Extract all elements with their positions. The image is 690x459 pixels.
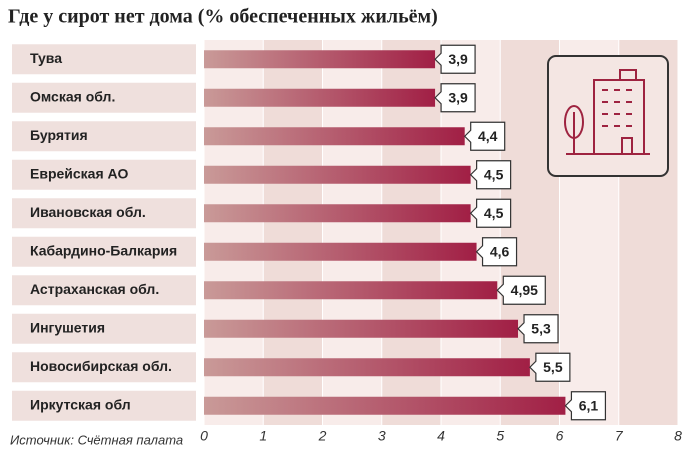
y-tick-label: Кабардино-Балкария [30,242,177,258]
value-label: 3,9 [448,51,468,67]
label-box [434,83,476,113]
label-box [463,121,506,151]
y-tick-label: Новосибирская обл. [30,358,172,374]
source: Источник: Счётная палата [10,432,183,447]
label-box [469,198,512,228]
y-tick-label: Иркутская обл [30,396,131,412]
value-label: 5,3 [531,320,551,336]
y-tick-label: Астраханская обл. [30,281,159,297]
x-tick-label: 2 [318,428,327,444]
y-tick-label: Еврейская АО [30,165,128,181]
x-tick-label: 6 [556,428,564,444]
x-tick-label: 5 [496,428,504,444]
x-tick-label: 1 [259,428,267,444]
value-label: 6,1 [579,397,599,413]
label-box [517,314,559,344]
value-label: 4,4 [478,128,498,144]
label-box [434,44,476,74]
x-tick-label: 0 [200,428,208,444]
x-tick-label: 4 [437,428,445,444]
label-box [475,237,518,267]
bar [204,281,498,300]
value-label: 5,5 [543,359,563,375]
value-label: 4,5 [484,205,504,221]
bar [204,88,436,107]
category-box [12,198,196,229]
value-label: 4,6 [490,243,510,259]
category-box [12,159,196,190]
category-box [12,313,196,344]
plot: 0 1 2 3 4 5 6 7 8 Тува 3,9 Омская обл. 3,9 Бурятия 4,4… [12,44,682,444]
x-tick-label: 3 [378,428,386,444]
bar [204,358,530,377]
value-label: 4,5 [484,166,504,182]
bar [204,204,471,223]
label-box [496,275,546,305]
bar [204,127,465,146]
bar [204,396,566,415]
bar [204,242,477,261]
y-tick-label: Ивановская обл. [30,204,146,220]
y-tick-label: Тува [30,50,62,66]
label-box [564,391,607,421]
category-box [12,82,196,113]
y-tick-label: Бурятия [30,127,88,143]
category-box [12,121,196,152]
label-box [529,352,571,382]
bar [204,165,471,184]
bar [204,50,436,69]
building-icon [547,55,669,177]
label-box [469,160,512,190]
chart-title: Где у сирот нет дома (% обеспеченных жил… [8,6,438,28]
y-tick-label: Омская обл. [30,88,115,104]
category-box [12,44,196,75]
y-tick-label: Ингушетия [30,319,105,335]
category-box [12,236,196,267]
value-label: 4,95 [511,282,538,298]
category-box [12,352,196,383]
category-box [12,390,196,421]
value-label: 3,9 [448,89,468,105]
bar [204,319,519,338]
category-box [12,275,196,306]
x-tick-label: 7 [615,428,624,444]
x-tick-label: 8 [674,428,682,444]
